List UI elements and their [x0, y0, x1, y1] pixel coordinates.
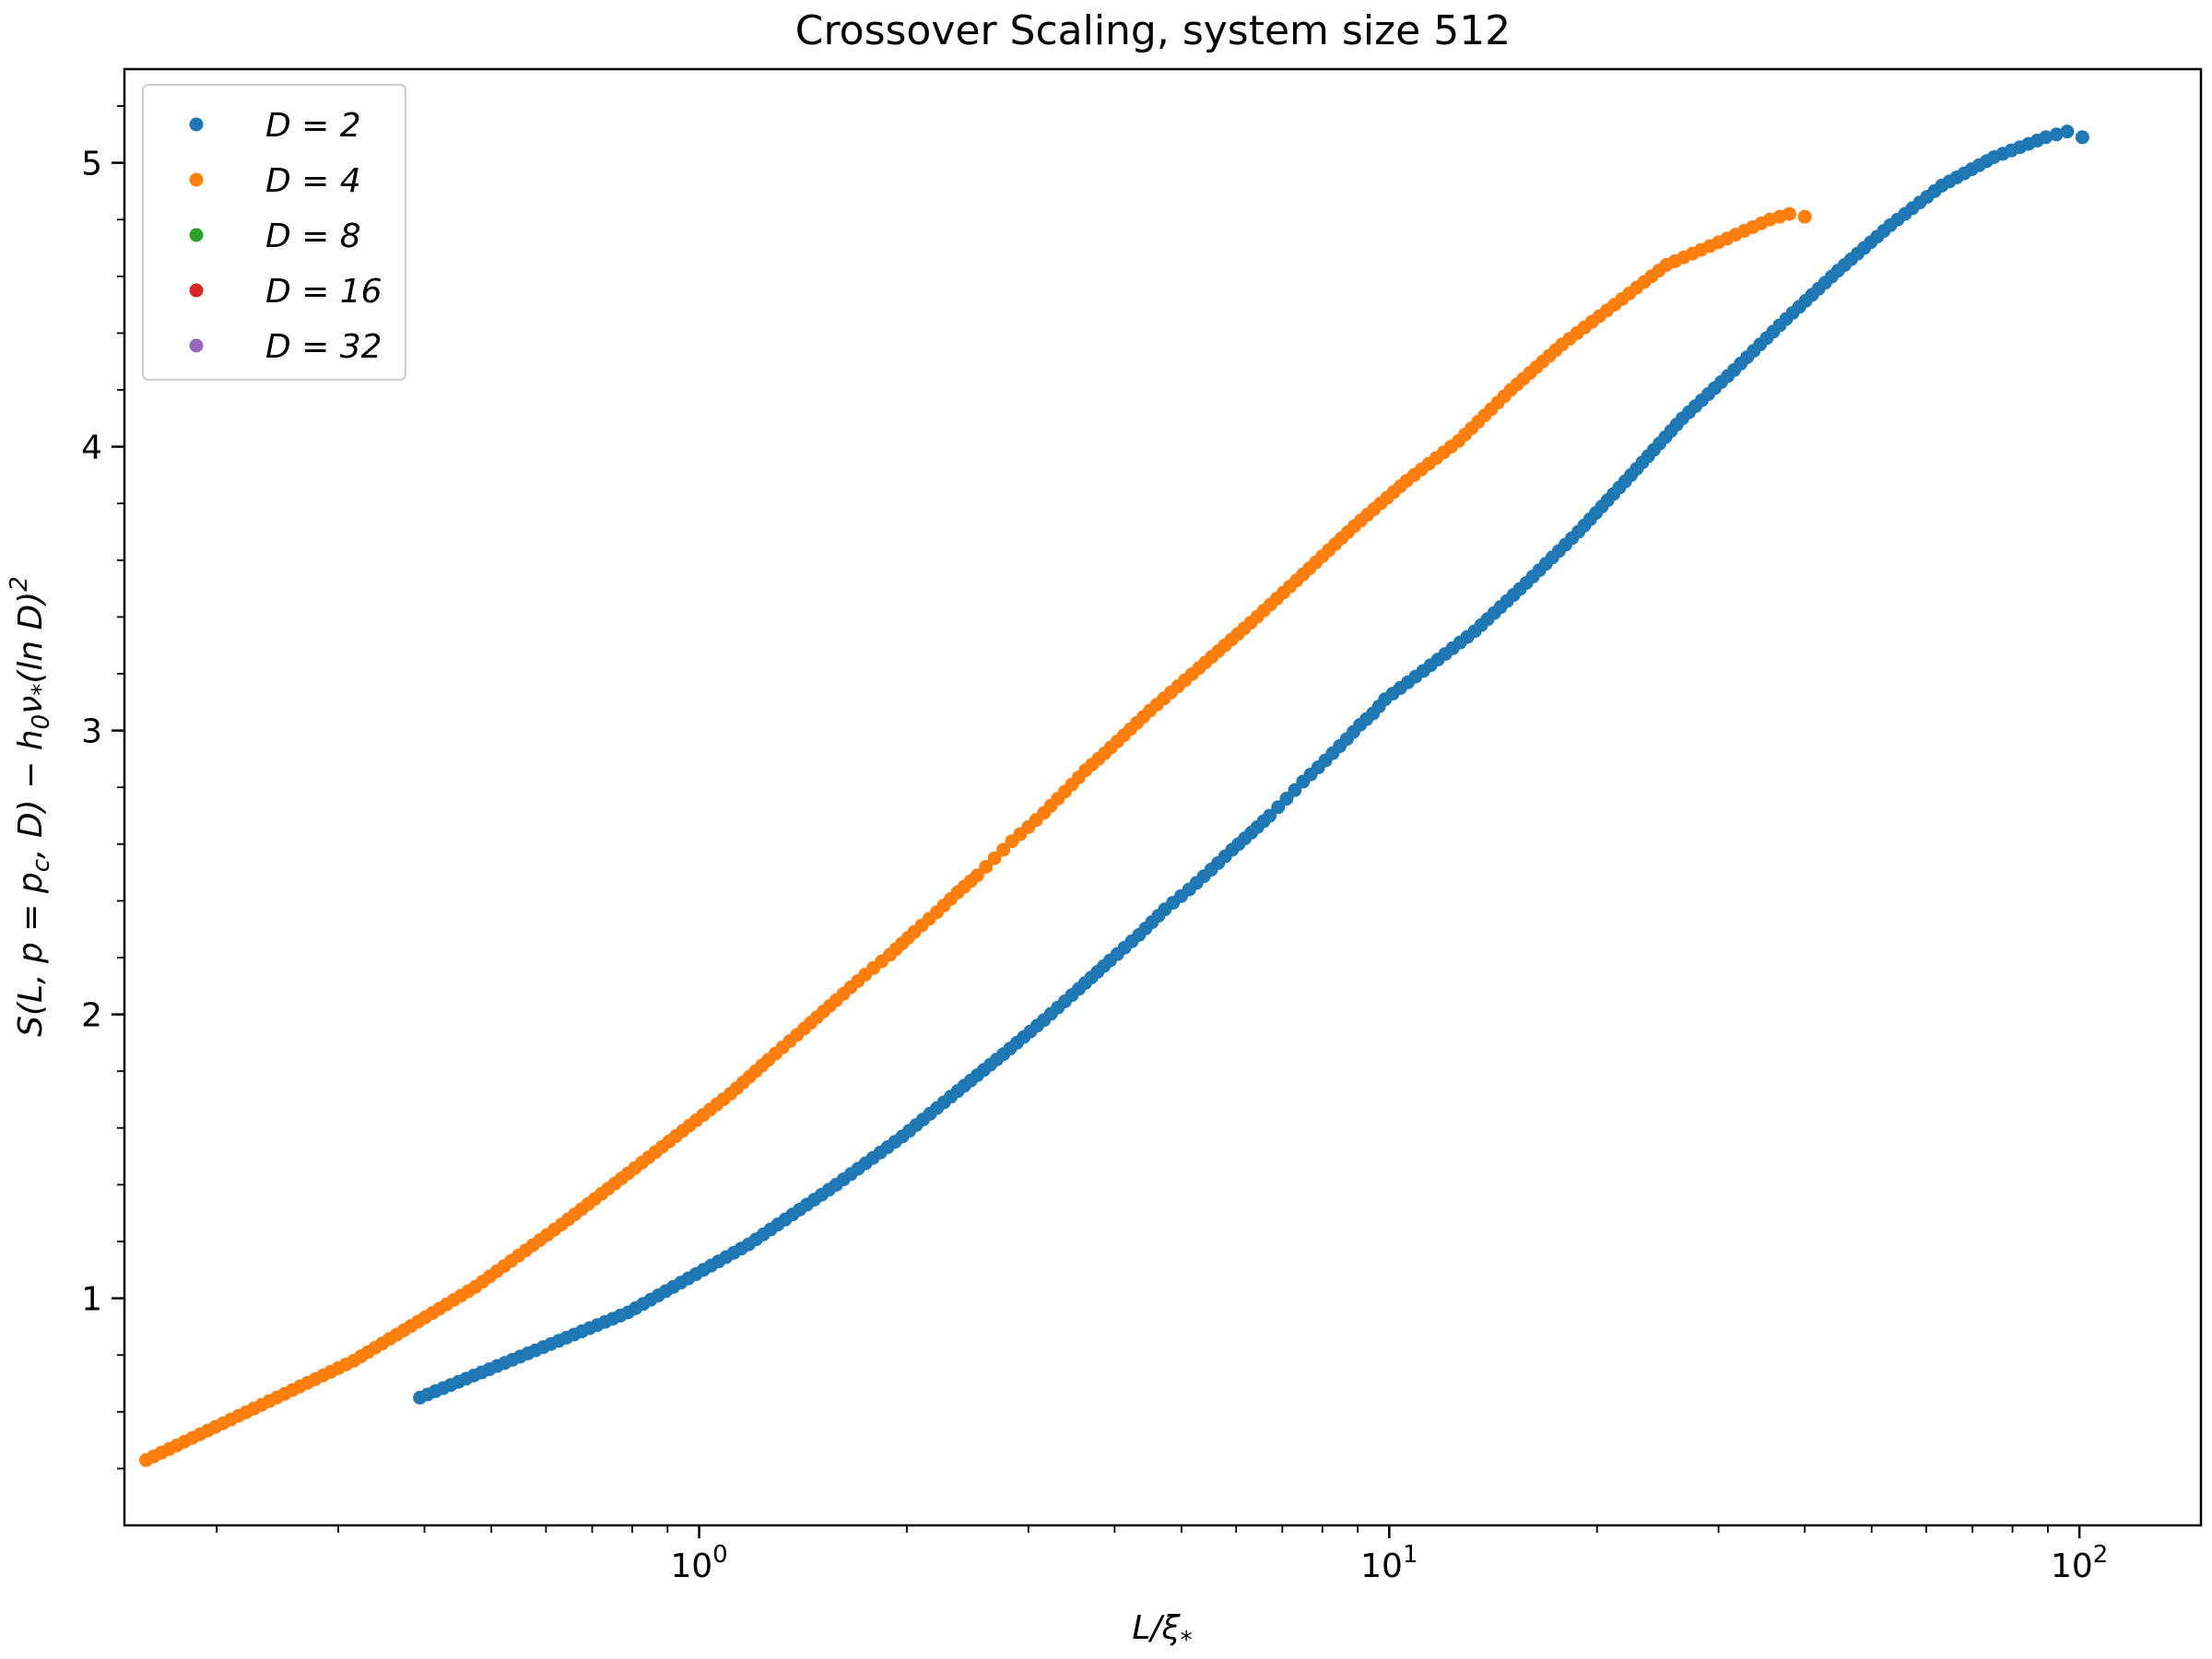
legend-marker — [189, 117, 204, 132]
data-point — [1797, 209, 1812, 224]
legend-item: D = 8 — [189, 218, 361, 255]
series-2 — [138, 206, 1812, 1467]
y-tick-label: 5 — [81, 146, 102, 183]
plot-frame — [123, 67, 2203, 1527]
data-point — [2039, 130, 2053, 145]
ticks-layer: 100 101 102 1 2 3 4 5 — [81, 105, 2108, 1585]
svg-text:S(L, p = pc, D) − h0ν*(ln D)2: S(L, p = pc, D) − h0ν*(ln D)2 — [6, 576, 55, 1037]
x-tick-label: 102 — [2051, 1541, 2108, 1585]
series-1 — [413, 124, 2089, 1405]
legend-label: D = 16 — [265, 273, 382, 311]
data-point — [1288, 782, 1302, 797]
legend-label: D = 4 — [265, 162, 361, 200]
data-point — [1263, 808, 1277, 823]
x-tick-label: 100 — [670, 1541, 727, 1585]
data-point — [1279, 792, 1294, 806]
data-point — [996, 842, 1011, 857]
data-point — [2049, 127, 2064, 142]
data-point — [2060, 124, 2075, 139]
legend-item: D = 4 — [189, 162, 361, 200]
data-point — [979, 859, 994, 874]
legend-item: D = 32 — [189, 328, 382, 366]
legend-marker — [189, 228, 204, 242]
legend-item: D = 2 — [189, 107, 361, 145]
data-point — [1782, 206, 1796, 221]
legend-label: D = 32 — [265, 328, 382, 366]
y-tick-label: 1 — [81, 1281, 102, 1319]
data-point — [987, 851, 1002, 865]
legend-marker — [189, 338, 204, 353]
y-axis-label: S(L, p = pc, D) − h0ν*(ln D)2 — [6, 576, 55, 1037]
data-point — [2075, 130, 2089, 145]
data-point — [1271, 800, 1286, 815]
legend-marker — [189, 172, 204, 187]
chart-title: Crossover Scaling, system size 512 — [795, 7, 1511, 54]
series-layer — [138, 124, 2089, 1467]
legend-box — [142, 84, 406, 381]
y-tick-label: 4 — [81, 429, 102, 467]
legend-label: D = 8 — [265, 218, 361, 255]
x-axis-label: L/ξ* — [1132, 1609, 1192, 1654]
legend: D = 2 D = 4 D = 8 D = 16 D = 32 — [142, 84, 406, 381]
legend-marker — [189, 283, 204, 298]
y-tick-label: 3 — [81, 713, 102, 751]
data-point — [970, 868, 984, 883]
y-tick-label: 2 — [81, 997, 102, 1035]
legend-item: D = 16 — [189, 273, 382, 311]
legend-label: D = 2 — [265, 107, 361, 145]
x-tick-label: 101 — [1360, 1541, 1418, 1585]
